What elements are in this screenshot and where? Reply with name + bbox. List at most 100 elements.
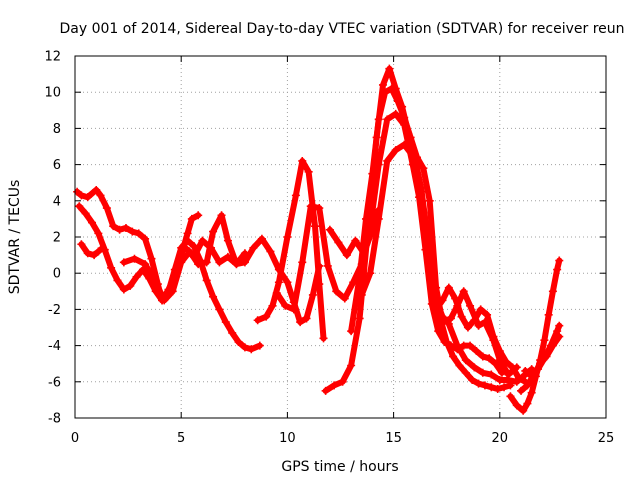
- data-point-marker: [134, 229, 143, 238]
- data-point-marker: [412, 153, 421, 162]
- data-point-marker: [466, 341, 475, 350]
- data-point-marker: [553, 265, 562, 274]
- data-point-marker: [128, 227, 137, 236]
- data-point-marker: [115, 225, 124, 234]
- data-point-marker: [283, 278, 292, 287]
- x-tick-label: 20: [492, 431, 509, 446]
- data-point-marker: [255, 341, 264, 350]
- data-point-marker: [198, 236, 207, 245]
- x-tick-label: 25: [598, 431, 615, 446]
- data-point-marker: [194, 260, 203, 269]
- data-point-marker: [461, 368, 470, 377]
- data-point-marker: [400, 140, 409, 149]
- data-point-marker: [508, 363, 517, 372]
- data-point-marker: [81, 209, 90, 218]
- data-point-marker: [253, 316, 262, 325]
- data-point-marker: [342, 251, 351, 260]
- data-point-marker: [480, 381, 489, 390]
- data-point-marker: [92, 185, 101, 194]
- x-axis-label: GPS time / hours: [281, 459, 398, 475]
- data-point-marker: [232, 260, 241, 269]
- data-point-marker: [323, 261, 332, 270]
- data-point-marker: [544, 310, 553, 319]
- data-point-marker: [438, 296, 447, 305]
- data-point-marker: [98, 243, 107, 252]
- data-point-marker: [500, 383, 509, 392]
- data-point-marker: [311, 222, 320, 231]
- data-point-marker: [181, 243, 190, 252]
- data-point-marker: [304, 167, 313, 176]
- data-point-marker: [289, 305, 298, 314]
- data-point-marker: [378, 80, 387, 89]
- data-point-marker: [517, 386, 526, 395]
- data-point-marker: [168, 287, 177, 296]
- plot-frame: [74, 55, 607, 419]
- data-point-marker: [202, 258, 211, 267]
- y-tick-label: -6: [48, 375, 61, 390]
- data-point-marker: [523, 399, 532, 408]
- data-point-marker: [94, 229, 103, 238]
- y-tick-label: 10: [44, 86, 61, 101]
- data-point-marker: [383, 115, 392, 124]
- data-point-marker: [325, 225, 334, 234]
- data-point-marker: [485, 354, 494, 363]
- data-point-marker: [491, 359, 500, 368]
- data-point-marker: [94, 247, 103, 256]
- data-point-marker: [540, 354, 549, 363]
- data-series: [73, 64, 564, 415]
- y-tick-label: 12: [44, 50, 61, 65]
- data-point-marker: [459, 287, 468, 296]
- data-point-marker: [308, 290, 317, 299]
- data-point-marker: [478, 352, 487, 361]
- data-point-marker: [468, 375, 477, 384]
- data-point-marker: [534, 365, 543, 374]
- data-point-marker: [438, 318, 447, 327]
- data-point-marker: [340, 294, 349, 303]
- data-point-marker: [470, 316, 479, 325]
- y-tick-label: -8: [48, 412, 61, 427]
- data-point-marker: [183, 229, 192, 238]
- data-point-marker: [472, 347, 481, 356]
- data-point-marker: [391, 146, 400, 155]
- data-point-marker: [453, 341, 462, 350]
- data-point-marker: [298, 258, 307, 267]
- data-point-marker: [126, 281, 135, 290]
- grid: [75, 56, 606, 418]
- data-point-marker: [521, 366, 530, 375]
- data-point-marker: [474, 379, 483, 388]
- data-point-marker: [274, 278, 283, 287]
- data-point-marker: [391, 109, 400, 118]
- data-point-marker: [96, 191, 105, 200]
- data-point-marker: [419, 164, 428, 173]
- data-point-marker: [228, 328, 237, 337]
- y-tick-label: 8: [53, 122, 61, 137]
- data-point-marker: [87, 218, 96, 227]
- data-point-marker: [555, 256, 564, 265]
- data-point-marker: [223, 252, 232, 261]
- data-point-marker: [177, 258, 186, 267]
- data-point-marker: [283, 233, 292, 241]
- data-point-marker: [461, 356, 470, 365]
- y-tick-label: 0: [53, 267, 61, 282]
- y-tick-label: 6: [53, 158, 61, 173]
- data-point-marker: [519, 406, 528, 415]
- data-point-marker: [247, 345, 256, 354]
- data-point-marker: [540, 336, 549, 345]
- data-point-marker: [262, 312, 271, 321]
- data-point-marker: [457, 312, 466, 321]
- data-point-marker: [506, 392, 515, 401]
- data-point-marker: [291, 191, 300, 200]
- data-point-marker: [296, 318, 305, 327]
- data-point-marker: [442, 337, 451, 346]
- data-point-marker: [119, 258, 128, 267]
- data-point-marker: [527, 388, 536, 397]
- series-arc-1: [74, 186, 263, 353]
- data-point-marker: [455, 361, 464, 370]
- data-point-marker: [240, 258, 249, 267]
- data-point-marker: [321, 386, 330, 395]
- data-point-marker: [449, 352, 458, 361]
- data-point-marker: [240, 249, 249, 258]
- data-point-marker: [393, 97, 402, 106]
- data-point-marker: [359, 249, 368, 258]
